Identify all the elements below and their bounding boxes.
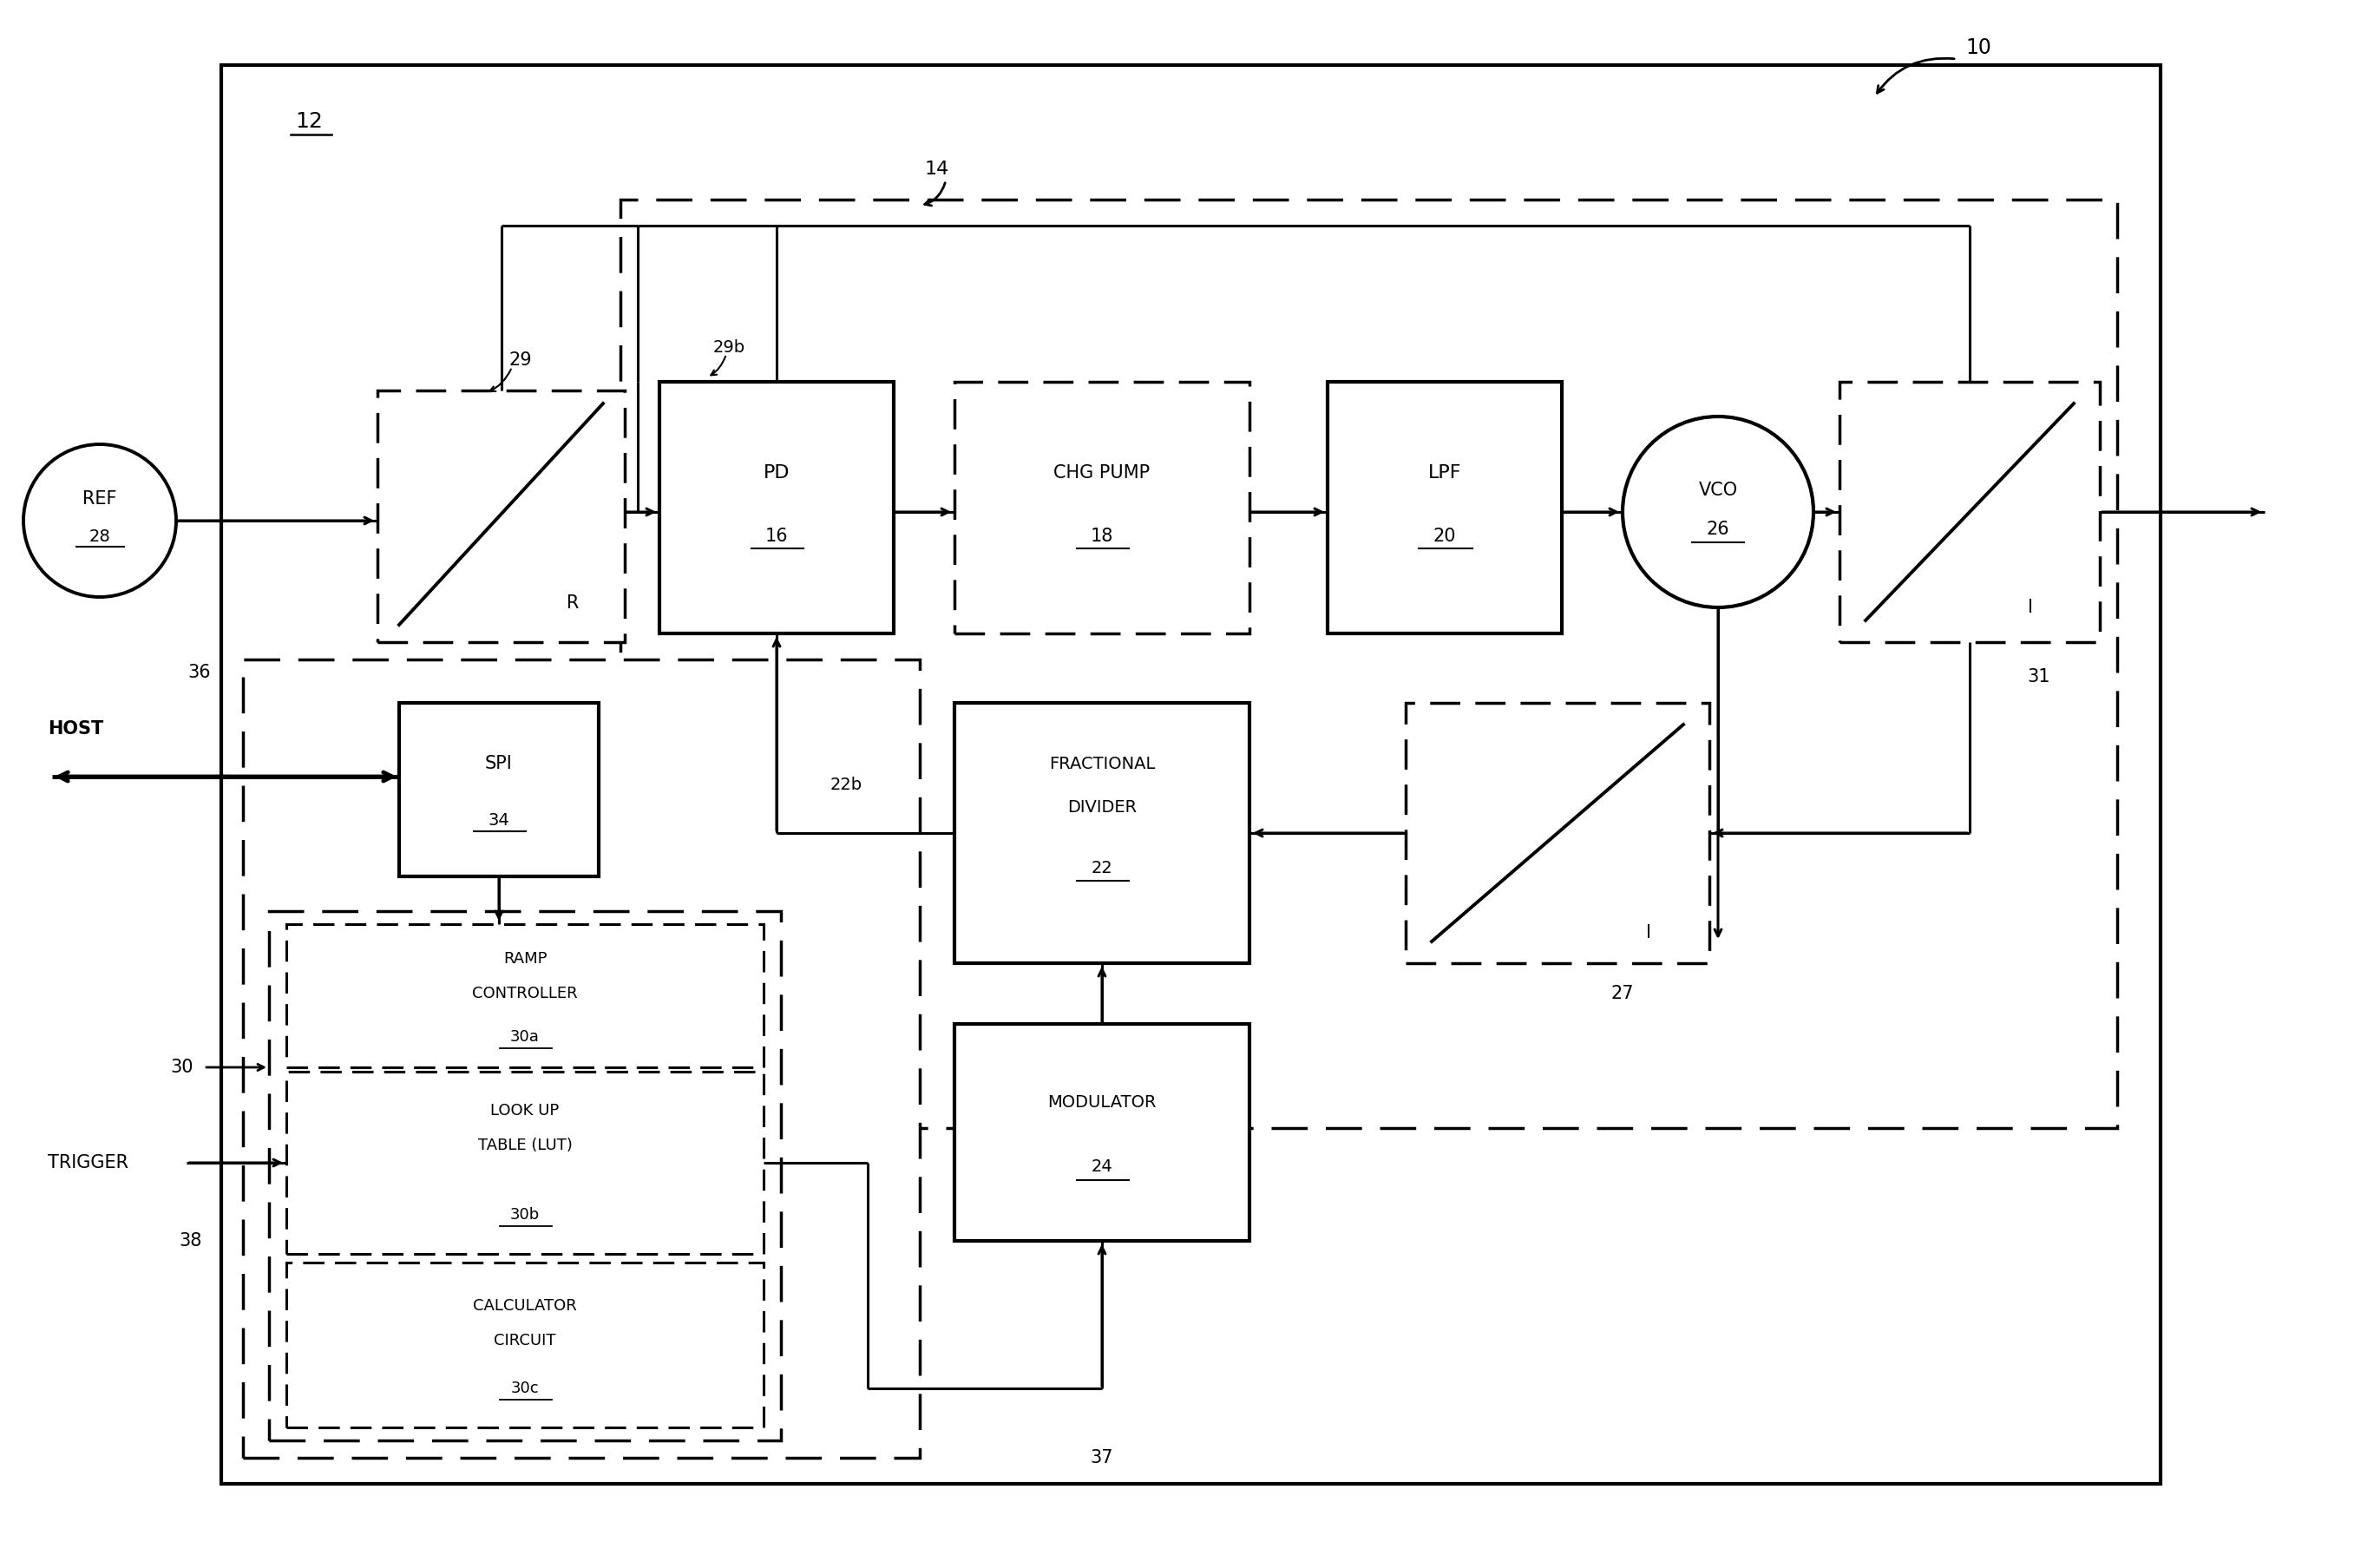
- Text: 18: 18: [1090, 527, 1113, 546]
- Text: SPI: SPI: [484, 754, 513, 773]
- Text: REF: REF: [83, 491, 116, 508]
- Bar: [287, 924, 764, 1068]
- Text: 10: 10: [1966, 38, 1992, 58]
- Text: FRACTIONAL: FRACTIONAL: [1049, 756, 1156, 771]
- Text: 30: 30: [171, 1058, 195, 1076]
- Text: CALCULATOR: CALCULATOR: [472, 1298, 577, 1314]
- Text: I: I: [1645, 924, 1652, 941]
- Text: LPF: LPF: [1429, 464, 1462, 481]
- Text: 16: 16: [764, 527, 788, 546]
- Text: DIVIDER: DIVIDER: [1068, 798, 1137, 815]
- Circle shape: [1621, 417, 1814, 607]
- Text: 30c: 30c: [510, 1380, 539, 1396]
- Text: TABLE (LUT): TABLE (LUT): [477, 1138, 572, 1152]
- Bar: [954, 381, 1249, 633]
- Text: MODULATOR: MODULATOR: [1047, 1094, 1156, 1110]
- Text: 24: 24: [1092, 1159, 1113, 1176]
- Text: 22b: 22b: [831, 778, 862, 793]
- Bar: [287, 1071, 764, 1254]
- Bar: [660, 381, 893, 633]
- Text: 34: 34: [489, 812, 510, 828]
- Text: RAMP: RAMP: [503, 952, 546, 966]
- Text: CIRCUIT: CIRCUIT: [494, 1333, 556, 1348]
- Text: 30b: 30b: [510, 1207, 539, 1223]
- Text: 20: 20: [1434, 527, 1455, 546]
- Bar: [268, 911, 781, 1441]
- Text: 36: 36: [188, 663, 211, 681]
- Bar: [1327, 381, 1562, 633]
- Text: LOOK UP: LOOK UP: [491, 1102, 560, 1118]
- Text: I: I: [2027, 599, 2032, 616]
- Text: PD: PD: [764, 464, 791, 481]
- Bar: [399, 702, 598, 877]
- Bar: [954, 1024, 1249, 1240]
- Bar: [1840, 381, 2101, 643]
- Text: R: R: [567, 594, 579, 612]
- Text: CHG PUMP: CHG PUMP: [1054, 464, 1149, 481]
- Text: 29b: 29b: [712, 339, 745, 356]
- Bar: [221, 66, 2160, 1483]
- Text: VCO: VCO: [1697, 481, 1738, 499]
- Text: 29: 29: [508, 351, 532, 368]
- Bar: [954, 702, 1249, 963]
- Bar: [242, 660, 919, 1458]
- Text: 38: 38: [180, 1232, 202, 1250]
- Text: 28: 28: [90, 528, 112, 544]
- Text: 37: 37: [1090, 1449, 1113, 1466]
- Text: TRIGGER: TRIGGER: [47, 1154, 128, 1171]
- Text: 27: 27: [1612, 985, 1633, 1002]
- Bar: [377, 390, 624, 643]
- Text: 22: 22: [1092, 859, 1113, 877]
- Text: 14: 14: [926, 160, 950, 177]
- Bar: [620, 199, 2118, 1127]
- Bar: [1405, 702, 1709, 963]
- Text: 26: 26: [1707, 521, 1731, 538]
- Text: 30a: 30a: [510, 1029, 539, 1044]
- Circle shape: [24, 444, 176, 597]
- Text: CONTROLLER: CONTROLLER: [472, 986, 577, 1002]
- Bar: [287, 1262, 764, 1427]
- Text: 12: 12: [294, 111, 323, 132]
- Text: 31: 31: [2027, 668, 2051, 685]
- Text: HOST: HOST: [47, 720, 104, 737]
